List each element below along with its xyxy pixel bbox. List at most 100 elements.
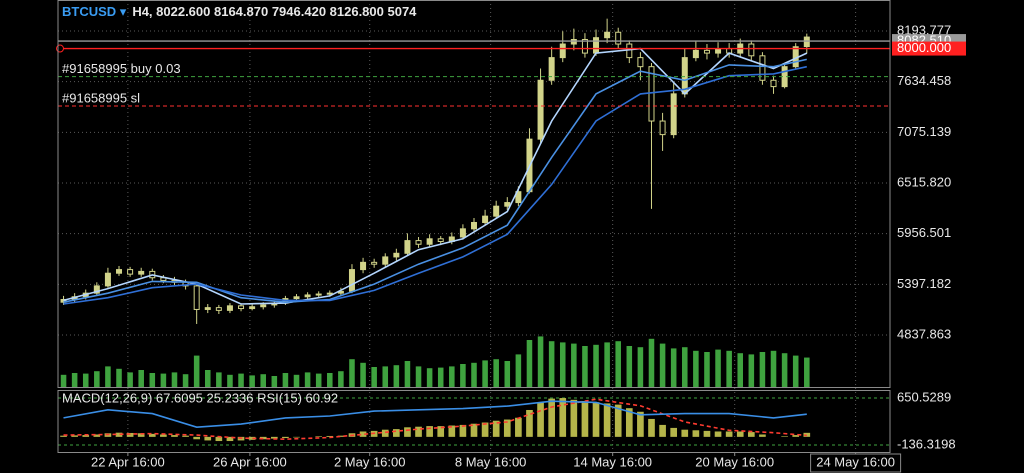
volume-bar [327, 373, 333, 388]
x-tick-label: 14 May 16:00 [573, 454, 652, 469]
macd-bar [160, 434, 167, 437]
volume-bar [759, 352, 766, 388]
candle-body [748, 43, 755, 57]
volume-bar [105, 366, 111, 388]
indicator-pane-border [57, 390, 891, 453]
candle-body [593, 37, 600, 54]
candle-body [493, 205, 500, 217]
candle-body [515, 191, 522, 204]
candle-body [326, 292, 333, 295]
volume-bar [227, 374, 233, 388]
volume-bar [393, 365, 400, 388]
macd-bar [592, 402, 600, 437]
volume-bar [526, 340, 533, 388]
candle-body [615, 31, 622, 45]
candle-body [138, 270, 145, 275]
y-tick-label: 5956.501 [897, 225, 951, 240]
x-tick-label: 2 May 16:00 [334, 454, 406, 469]
candle-body [204, 307, 211, 310]
volume-bar [648, 338, 655, 388]
macd-bar [703, 430, 711, 437]
y-tick-label: 5397.182 [897, 276, 951, 291]
macd-bar [492, 420, 500, 437]
volume-bar [293, 374, 300, 388]
volume-bar [371, 367, 377, 388]
macd-bar [637, 411, 644, 437]
macd-bar [248, 436, 256, 440]
volume-bar [726, 350, 732, 388]
macd-bar [93, 434, 101, 437]
volume-bar [138, 370, 144, 388]
macd-bar [204, 436, 212, 441]
ohlc-header: H4, 8022.600 8164.870 7946.420 8126.800 … [132, 4, 417, 19]
macd-bar [437, 426, 445, 437]
moving-average [63, 58, 807, 304]
volume-bar [559, 342, 566, 388]
macd-bar [515, 417, 522, 437]
candle-body [193, 285, 200, 310]
y-tick-label: 7634.458 [897, 73, 951, 88]
macd-bar [71, 435, 78, 437]
volume-bar [404, 361, 411, 388]
volume-bar [615, 341, 621, 388]
candle-body [249, 306, 256, 310]
macd-bar [581, 401, 589, 437]
candle-body [581, 38, 588, 54]
candle-body [715, 48, 722, 54]
macd-bar [603, 403, 611, 437]
price-layer [56, 18, 890, 324]
candle-body [759, 55, 766, 81]
volume-bar [249, 375, 255, 388]
volume-bar [659, 343, 666, 388]
macd-bar [182, 435, 189, 437]
volume-bar [271, 376, 278, 388]
macd-bar [293, 436, 300, 438]
candle-body [659, 120, 666, 136]
macd-bar [570, 399, 578, 437]
chart-header: BTCUSD ▾ H4, 8022.600 8164.870 7946.420 8… [62, 4, 417, 19]
macd-bar [714, 431, 722, 437]
volume-bar [670, 348, 677, 388]
indicator-tick-label: 650.5289 [897, 389, 951, 404]
x-tick-label: 26 Apr 16:00 [213, 454, 287, 469]
macd-bar [404, 427, 411, 437]
macd-bar [137, 433, 145, 437]
volume-bar [604, 342, 610, 388]
price-tag [892, 41, 966, 56]
volume-bar [315, 373, 322, 388]
volume-bar [338, 371, 344, 388]
macd-bar [781, 436, 788, 437]
volume-bar [460, 364, 466, 388]
macd-bar [415, 426, 422, 437]
macd-bar [326, 435, 334, 437]
volume-bar [770, 350, 777, 388]
macd-bar [481, 422, 489, 437]
candle-body [703, 49, 710, 54]
volume-bar [693, 350, 699, 388]
candle-body [304, 294, 311, 298]
candle-body [104, 272, 111, 287]
candle-body [570, 38, 577, 45]
volume-layer [60, 336, 810, 388]
x-tick-label: 22 Apr 16:00 [91, 454, 165, 469]
volume-bar [582, 346, 588, 388]
candle-body [471, 221, 477, 230]
macd-bar [426, 426, 433, 437]
macd-bar [614, 404, 622, 437]
candle-body [692, 49, 699, 59]
volume-bar [682, 347, 688, 388]
y-tick-label: 7075.139 [897, 124, 951, 139]
volume-bar [182, 374, 189, 388]
volume-bar [382, 366, 389, 388]
macd-bar [625, 408, 633, 437]
volume-bar [593, 344, 599, 388]
candle-body [604, 31, 611, 39]
candle-body [504, 202, 511, 207]
volume-bar [193, 355, 200, 388]
x-tick-label: 20 May 16:00 [695, 454, 774, 469]
candle-body [670, 93, 677, 136]
macd-bar [193, 436, 200, 440]
candle-body [226, 305, 233, 311]
candle-body [127, 269, 134, 275]
